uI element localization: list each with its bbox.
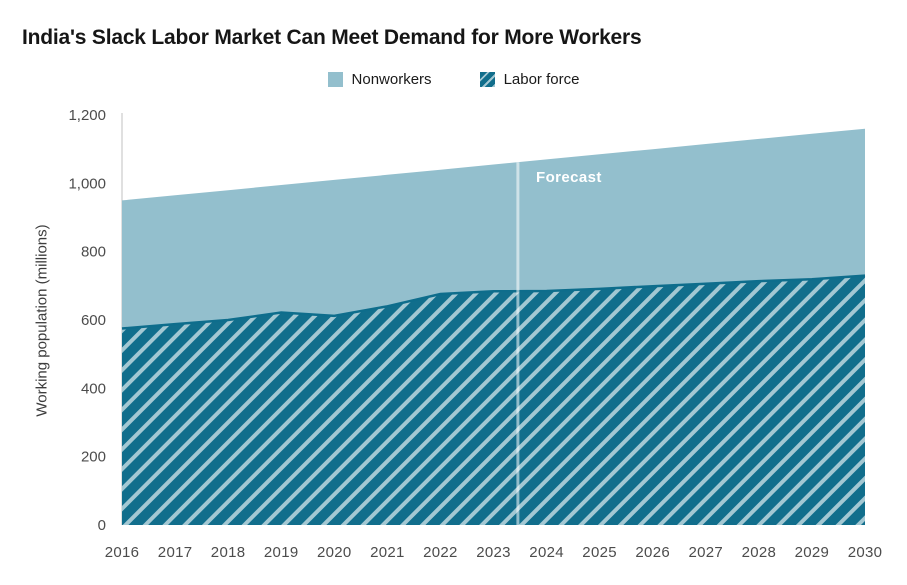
x-tick-label: 2025 <box>582 544 617 561</box>
labor-force-area <box>122 275 865 525</box>
x-tick-label: 2019 <box>264 544 299 561</box>
forecast-label: Forecast <box>536 169 602 186</box>
x-tick-label: 2016 <box>105 544 140 561</box>
x-tick-label: 2029 <box>795 544 830 561</box>
x-tick-label: 2023 <box>476 544 511 561</box>
legend-label-nonworkers: Nonworkers <box>351 71 432 88</box>
nonworkers-swatch-icon <box>327 72 343 87</box>
y-axis-ticks: 0 200 400 600 800 1,000 1,200 <box>68 107 106 534</box>
y-tick-label: 600 <box>81 312 106 329</box>
y-tick-label: 1,000 <box>68 175 106 192</box>
x-tick-label: 2022 <box>423 544 458 561</box>
legend-label-labor-force: Labor force <box>503 71 580 88</box>
y-axis-title: Working population (millions) <box>33 224 51 417</box>
legend-item-labor-force: Labor force <box>479 71 580 88</box>
legend-item-nonworkers: Nonworkers <box>327 71 432 88</box>
y-tick-label: 400 <box>81 380 106 397</box>
x-tick-label: 2028 <box>742 544 777 561</box>
legend: Nonworkers Labor force <box>0 71 907 88</box>
plot-area <box>121 113 866 525</box>
x-tick-label: 2030 <box>848 544 883 561</box>
x-axis-ticks: 2016 2017 2018 2019 2020 2021 2022 2023 2024 2025… <box>105 544 883 561</box>
y-tick-label: 1,200 <box>68 107 106 124</box>
x-tick-label: 2017 <box>158 544 193 561</box>
x-tick-label: 2027 <box>689 544 724 561</box>
x-tick-label: 2018 <box>211 544 246 561</box>
x-tick-label: 2024 <box>529 544 564 561</box>
labor-force-swatch-icon <box>479 72 495 87</box>
x-tick-label: 2021 <box>370 544 405 561</box>
y-tick-label: 200 <box>81 449 106 466</box>
y-tick-label: 0 <box>98 517 106 534</box>
x-tick-label: 2026 <box>635 544 670 561</box>
chart-title: India's Slack Labor Market Can Meet Dema… <box>22 26 642 49</box>
labor-force-edge-line <box>121 274 866 330</box>
y-tick-label: 800 <box>81 244 106 261</box>
x-tick-label: 2020 <box>317 544 352 561</box>
